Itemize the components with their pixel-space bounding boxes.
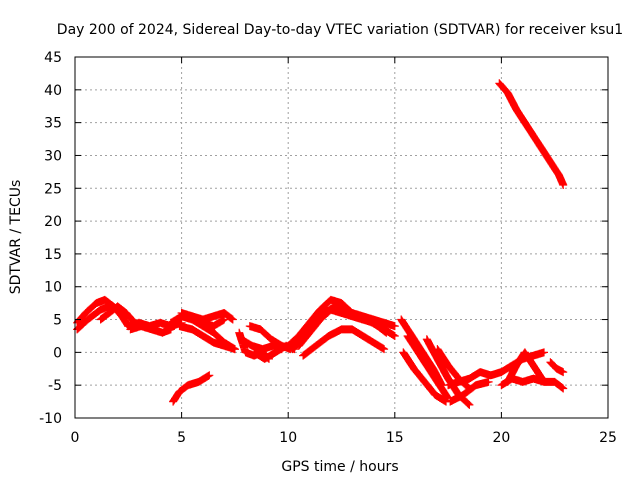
data-point-markers	[299, 325, 389, 360]
series-track-18	[299, 325, 389, 360]
y-tick-label: 10	[44, 280, 62, 296]
data-point-markers	[188, 315, 239, 354]
data-point-markers	[403, 332, 453, 403]
series-track-17	[294, 305, 399, 350]
data-point-markers	[446, 377, 493, 406]
series-track-9	[188, 315, 239, 354]
data-point-markers	[399, 348, 450, 406]
y-tick-label: 25	[44, 181, 62, 197]
data-point-markers	[546, 358, 568, 377]
x-tick-label: 10	[279, 430, 297, 446]
data-point-markers	[96, 302, 139, 327]
data-point-markers	[169, 371, 214, 406]
data-points	[73, 79, 568, 409]
y-tick-label: 40	[44, 83, 62, 99]
series-track-21	[399, 348, 450, 406]
series-track-29	[546, 358, 568, 377]
series-track-30	[495, 79, 568, 189]
plot-border	[74, 56, 609, 419]
data-point-markers	[126, 322, 175, 337]
y-tick-label: 5	[53, 313, 62, 329]
y-axis-label: SDTVAR / TECUs	[8, 180, 24, 295]
y-tick-label: 35	[44, 116, 62, 132]
grid-lines	[75, 57, 608, 418]
y-tick-label: 45	[44, 50, 62, 66]
x-tick-label: 5	[177, 430, 186, 446]
data-point-markers	[497, 348, 548, 377]
axis-ticks: 0 5 10 15 20 25 -10 -5 0 5 10 15 20 25 30 35 40 45	[39, 50, 617, 446]
series-track-10	[169, 371, 214, 406]
data-point-markers	[495, 79, 568, 189]
series-track-25	[446, 377, 493, 406]
data-point-markers	[444, 368, 506, 390]
y-tick-label: -5	[48, 378, 62, 394]
y-tick-label: 20	[44, 214, 62, 230]
series-track-3	[96, 302, 139, 327]
y-tick-label: 30	[44, 148, 62, 164]
series-track-5	[126, 322, 175, 337]
chart-title: Day 200 of 2024, Sidereal Day-to-day VTE…	[57, 22, 623, 38]
x-tick-label: 20	[492, 430, 510, 446]
series-track-24	[444, 368, 506, 390]
y-tick-label: -10	[39, 411, 62, 427]
x-tick-label: 25	[599, 430, 617, 446]
data-point-markers	[294, 305, 399, 350]
x-axis-label: GPS time / hours	[281, 459, 398, 475]
series-track-28	[497, 348, 548, 377]
x-tick-label: 15	[386, 430, 404, 446]
series-track-20	[403, 332, 453, 403]
x-tick-label: 0	[71, 430, 80, 446]
y-tick-label: 0	[53, 345, 62, 361]
y-tick-label: 15	[44, 247, 62, 263]
